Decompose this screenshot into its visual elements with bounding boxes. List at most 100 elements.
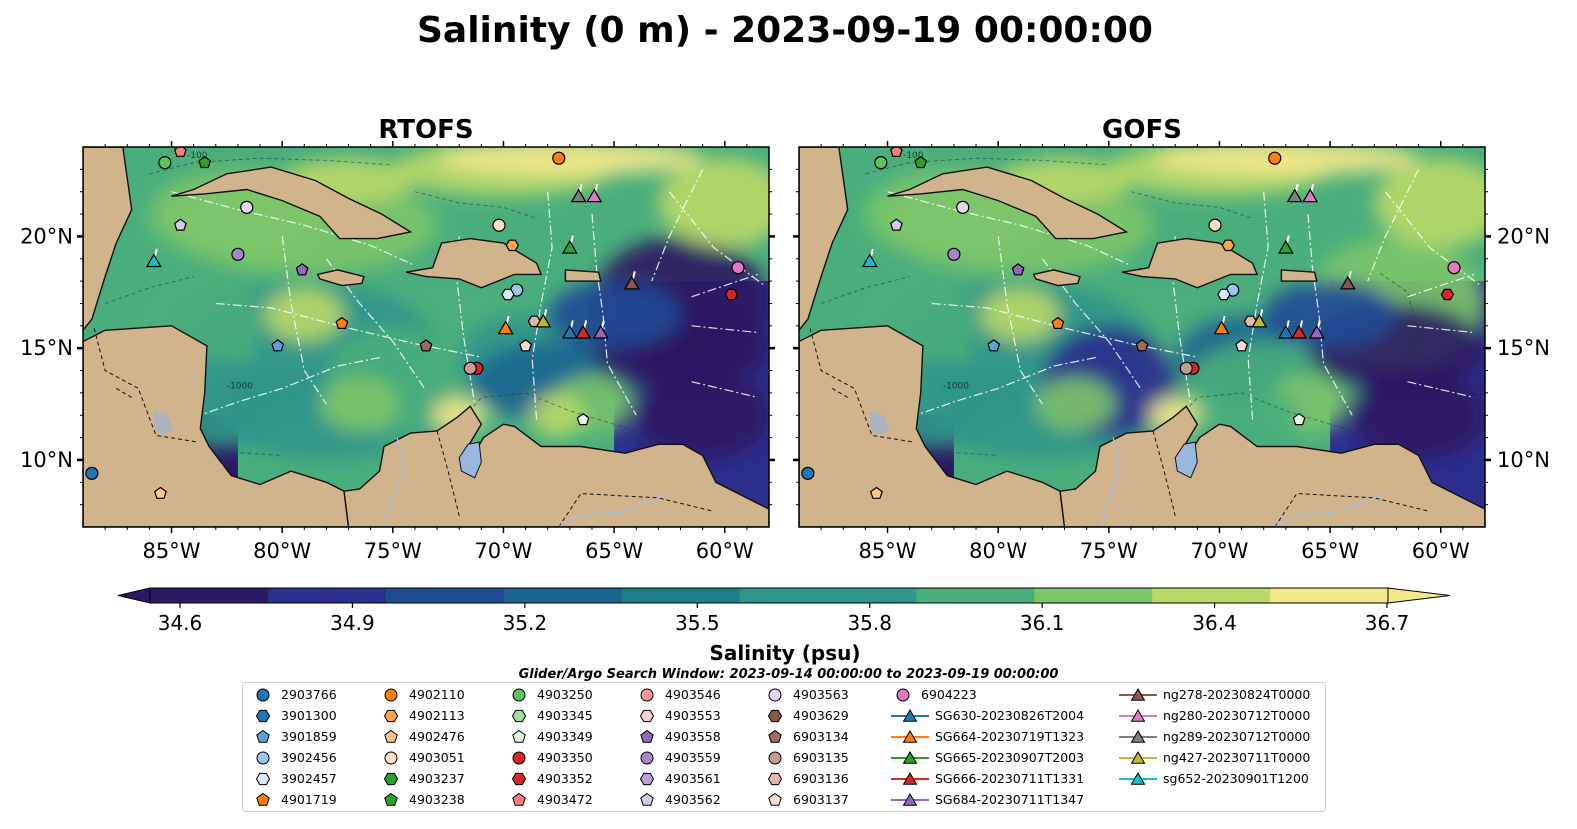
legend-symbol xyxy=(639,772,655,785)
legend-item: SG665-20230907T2003 xyxy=(891,747,1084,768)
colorbar-tick-label: 36.4 xyxy=(1192,611,1237,635)
argo-float-4902113 xyxy=(505,239,519,252)
legend-symbol xyxy=(1130,750,1146,764)
legend-marker xyxy=(512,751,526,764)
country-border xyxy=(115,387,132,398)
glider-ng427-20230711T0000 xyxy=(1251,313,1268,328)
colorbar-max-extend xyxy=(1387,587,1451,604)
argo-float-2903766 xyxy=(85,466,99,480)
argo-float-4903562 xyxy=(173,218,187,231)
legend-symbol xyxy=(1130,729,1146,743)
lat-tick-label: 15°N xyxy=(20,336,73,360)
legend-marker xyxy=(1119,708,1157,722)
glider-sg652-20230901T1200 xyxy=(861,253,878,268)
legend-label: 4903558 xyxy=(665,729,721,744)
lat-tick-label: 15°N xyxy=(1497,336,1550,360)
legend-label: 4902476 xyxy=(409,729,465,744)
argo-float-6903134 xyxy=(419,339,433,352)
land-jamaica xyxy=(316,269,365,287)
legend-marker xyxy=(256,751,270,764)
contour-label: -100 xyxy=(187,151,208,161)
legend-symbol xyxy=(902,750,918,764)
eez-boundary xyxy=(1247,191,1269,420)
land-cuba xyxy=(887,166,1129,240)
legend-symbol xyxy=(512,751,526,764)
legend-symbol xyxy=(896,688,910,701)
legend-item: 4903352 xyxy=(507,768,593,789)
legend-label: SG664-20230719T1323 xyxy=(935,729,1085,744)
glider-SG664-20230719T1323 xyxy=(497,320,514,335)
legend-marker xyxy=(511,709,527,722)
legend-symbol xyxy=(640,792,654,806)
colorbar-tick-label: 35.8 xyxy=(847,611,892,635)
argo-float-4902476 xyxy=(153,486,167,499)
argo-float-4903352 xyxy=(724,288,739,301)
legend-item: 4902476 xyxy=(379,726,465,747)
legend-marker xyxy=(891,792,929,806)
legend-marker xyxy=(1119,687,1157,701)
glider-SG684-20230711T1347 xyxy=(592,324,609,339)
argo-float-6903134 xyxy=(1135,339,1149,352)
legend-marker xyxy=(383,772,399,785)
argo-float-4903051 xyxy=(1208,218,1222,232)
legend-label: 4902110 xyxy=(409,687,465,702)
lon-tick-label: 85°W xyxy=(143,539,201,563)
legend-symbol xyxy=(512,688,526,701)
legend-label: 4903238 xyxy=(409,792,465,807)
colorbar-segment xyxy=(562,588,623,603)
legend-label: 4902113 xyxy=(409,708,465,723)
eez-boundary xyxy=(591,214,637,416)
legend-symbol xyxy=(384,688,398,701)
legend-item: SG664-20230719T1323 xyxy=(891,726,1084,747)
legend-symbol xyxy=(256,792,270,806)
legend-item: 3902457 xyxy=(251,768,337,789)
argo-float-4901719 xyxy=(1051,316,1065,329)
lon-tick-label: 70°W xyxy=(1190,539,1248,563)
bathymetry-contour xyxy=(104,276,194,304)
legend-symbol xyxy=(255,709,271,722)
legend-item: 4903345 xyxy=(507,705,593,726)
legend-symbol xyxy=(902,792,918,806)
colorbar-segment xyxy=(680,588,741,603)
legend-item: 4902110 xyxy=(379,684,465,705)
colorbar-segment xyxy=(1211,588,1271,603)
contour-label: -1000 xyxy=(943,381,969,391)
legend-marker xyxy=(1119,750,1157,764)
argo-float-6903137 xyxy=(519,339,533,352)
argo-float-6903135 xyxy=(463,361,477,375)
colorbar-label: Salinity (psu) xyxy=(709,641,860,665)
legend-marker xyxy=(891,708,929,722)
salinity-patch xyxy=(980,287,1061,342)
legend-label: 3901300 xyxy=(281,708,337,723)
legend-item: 4901719 xyxy=(251,789,337,810)
panel-title: RTOFS xyxy=(378,115,473,145)
legend-symbol xyxy=(1130,687,1146,701)
lat-tick-label: 20°N xyxy=(20,224,73,248)
legend-symbol xyxy=(767,772,783,785)
legend-label: 6903136 xyxy=(793,771,849,786)
salinity-patch xyxy=(319,377,400,431)
legend-marker xyxy=(1119,771,1157,785)
glider-ng289-20230712T0000 xyxy=(570,188,587,203)
colorbar-segment xyxy=(621,588,682,603)
legend-symbol xyxy=(256,729,270,743)
legend-symbol xyxy=(640,751,654,764)
colorbar-min-extend xyxy=(117,587,151,604)
eez-boundary xyxy=(1307,214,1353,416)
river xyxy=(558,492,670,527)
legend-symbol xyxy=(384,792,398,806)
legend-item: 3901300 xyxy=(251,705,337,726)
legend-item: 4902113 xyxy=(379,705,465,726)
legend-label: 3901859 xyxy=(281,729,337,744)
bathymetry-contour xyxy=(1130,191,1253,219)
glider-ng278-20230824T0000 xyxy=(1339,275,1356,290)
lake-maracaibo xyxy=(1174,441,1198,479)
legend-symbol xyxy=(384,751,398,764)
legend-symbol xyxy=(767,709,783,722)
legend-item: 4903472 xyxy=(507,789,593,810)
argo-float-4903558 xyxy=(1011,263,1025,276)
eez-boundary xyxy=(1367,169,1420,282)
colorbar-segment xyxy=(857,588,917,603)
glider-SG666-20230711T1331 xyxy=(575,324,592,339)
legend-symbol xyxy=(640,729,654,743)
